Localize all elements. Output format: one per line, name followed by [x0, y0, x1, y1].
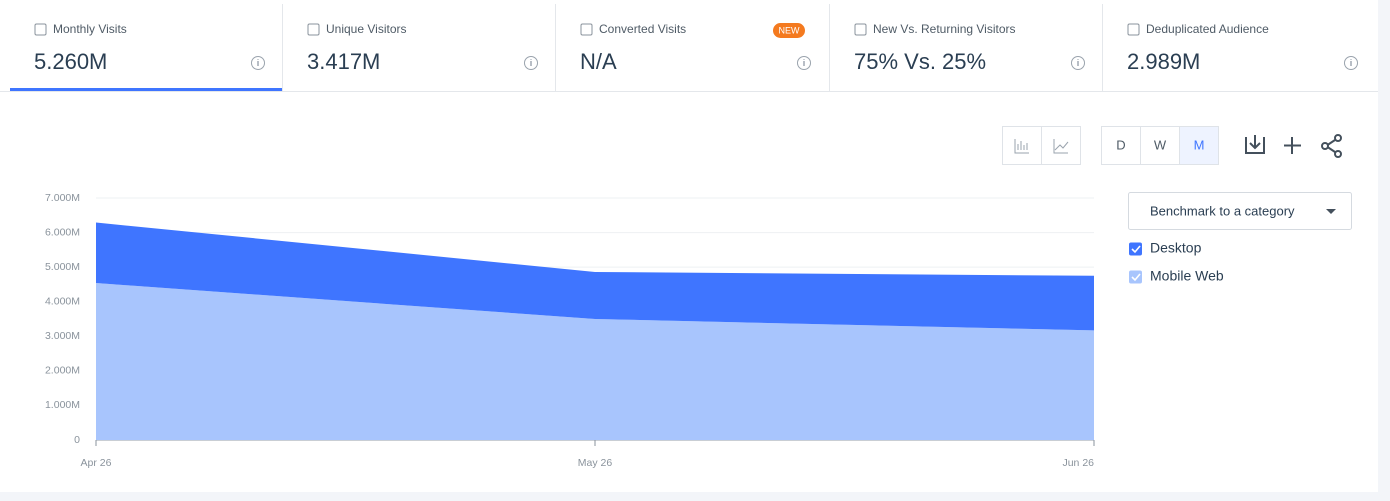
dropdown-label: Benchmark to a category — [1150, 203, 1295, 218]
dropdown-caret — [1326, 209, 1336, 214]
metric-icon — [1127, 23, 1140, 36]
info-icon — [1071, 56, 1085, 70]
active-tab-underline — [10, 88, 282, 91]
area — [96, 283, 1094, 440]
metric-icon — [854, 23, 867, 36]
metric-label: Deduplicated Audience — [1146, 22, 1269, 36]
bar-icon — [1014, 139, 1029, 154]
share-icon[interactable] — [1321, 134, 1342, 158]
metric-card[interactable]: Deduplicated Audience 2.989M — [1102, 4, 1358, 91]
metric-icon — [580, 23, 593, 36]
metric-value: 3.417M — [307, 49, 380, 74]
dropdown-box[interactable] — [1128, 192, 1352, 230]
metric-card[interactable]: Monthly Visits 5.260M — [34, 22, 265, 74]
x-tick-label: Apr 26 — [81, 457, 112, 469]
y-tick-label: 6.000M — [45, 226, 80, 238]
y-tick-label: 1.000M — [45, 399, 80, 411]
y-tick-label: 0 — [74, 434, 80, 446]
legend-label: Mobile Web — [1150, 268, 1224, 284]
actions — [1245, 134, 1342, 158]
metric-card[interactable]: New Vs. Returning Visitors 75% Vs. 25% — [829, 4, 1085, 91]
y-tick-label: 5.000M — [45, 261, 80, 273]
legend-item[interactable]: Mobile Web — [1129, 268, 1224, 284]
metric-icon — [34, 23, 47, 36]
area — [96, 222, 1094, 331]
metric-value: 2.989M — [1127, 49, 1200, 74]
new-badge-text: NEW — [779, 25, 801, 35]
info-icon — [797, 56, 811, 70]
chart: 0 1.000M 2.000M 3.000M 4.000M 5.000M 6.000M 7.0… — [45, 192, 1224, 469]
legend-check — [1131, 245, 1141, 254]
metric-label: Converted Visits — [599, 22, 686, 36]
legend-checkbox — [1129, 242, 1142, 256]
metric-label: Monthly Visits — [53, 22, 127, 36]
y-tick-label: 3.000M — [45, 330, 80, 342]
info-icon — [524, 56, 538, 70]
line-icon — [1053, 139, 1069, 154]
info-icon — [251, 56, 265, 70]
metric-label: Unique Visitors — [326, 22, 406, 36]
y-tick-label: 4.000M — [45, 295, 80, 307]
new-badge — [773, 23, 805, 38]
x-tick-label: May 26 — [578, 457, 613, 469]
y-tick-label: 7.000M — [45, 192, 80, 204]
legend-item[interactable]: Desktop — [1129, 240, 1202, 256]
legend-check — [1131, 273, 1141, 282]
x-tick-label: Jun 26 — [1062, 457, 1094, 469]
granularity-button[interactable] — [1179, 126, 1219, 165]
y-tick-label: 2.000M — [45, 365, 80, 377]
benchmark-dropdown[interactable]: Benchmark to a category — [1128, 192, 1352, 230]
info-icon — [1344, 56, 1358, 70]
metric-card[interactable]: Unique Visitors 3.417M — [282, 4, 538, 91]
metric-card[interactable]: Converted Visits N/A NEW — [555, 4, 811, 91]
add-icon[interactable] — [1284, 137, 1301, 154]
metric-label: New Vs. Returning Visitors — [873, 22, 1016, 36]
granularity-label: W — [1154, 137, 1167, 152]
legend-checkbox — [1129, 270, 1142, 284]
metric-icon — [307, 23, 320, 36]
granularity-label: M — [1194, 137, 1205, 152]
metrics-row: Monthly Visits 5.260M Unique Visitors 3.417… — [34, 4, 1358, 91]
download-icon[interactable] — [1245, 135, 1265, 154]
bar-chart-button[interactable] — [1002, 126, 1042, 165]
metric-value: 5.260M — [34, 49, 107, 74]
chart-type-switch[interactable] — [1002, 126, 1081, 165]
granularity-label: D — [1116, 137, 1125, 152]
metric-value: 75% Vs. 25% — [854, 49, 986, 74]
legend-label: Desktop — [1150, 240, 1202, 256]
metric-value: N/A — [580, 49, 617, 74]
